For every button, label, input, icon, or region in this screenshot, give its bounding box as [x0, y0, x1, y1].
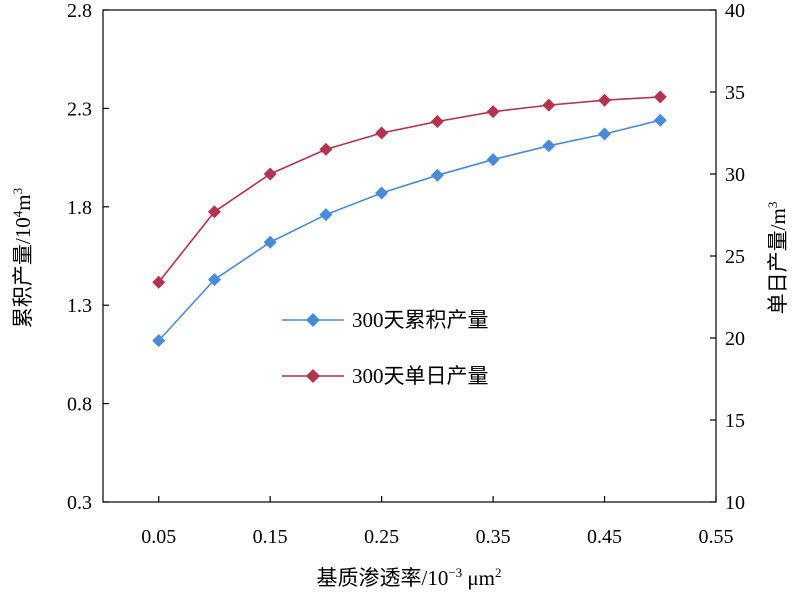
data-point	[263, 235, 277, 249]
legend-item-daily: 300天单日产量	[282, 364, 489, 388]
x-tick-label: 0.05	[141, 526, 176, 548]
x-tick-label: 0.45	[587, 526, 622, 548]
left-y-tick-label: 2.8	[67, 0, 92, 22]
x-tick-label: 0.55	[699, 526, 734, 548]
data-point	[207, 273, 221, 287]
legend-marker-cumulative	[306, 313, 320, 327]
data-point	[319, 208, 333, 222]
left-y-tick-label: 2.3	[67, 98, 92, 120]
data-point	[542, 98, 556, 112]
plot-area-border	[102, 9, 717, 503]
data-point	[430, 115, 444, 129]
right-y-axis-ticks: 10 15 20 25 30 35 40	[710, 0, 745, 514]
legend: 300天累积产量 300天单日产量	[282, 308, 489, 388]
data-point	[542, 139, 556, 153]
series-daily	[152, 90, 667, 289]
x-tick-label: 0.25	[364, 526, 399, 548]
x-axis-ticks: 0.05 0.15 0.25 0.35 0.45 0.55	[141, 496, 734, 548]
data-point	[152, 275, 166, 289]
data-point	[319, 142, 333, 156]
data-point	[486, 105, 500, 119]
data-point	[152, 334, 166, 348]
x-axis-title-text: 基质渗透率/10	[316, 566, 448, 590]
x-axis-title: 基质渗透率/10−3 μm2	[316, 565, 501, 590]
left-y-tick-label: 0.3	[67, 492, 92, 514]
legend-marker-daily	[306, 369, 320, 383]
left-y-axis-title-unit: m	[11, 194, 35, 210]
left-y-tick-label: 0.8	[67, 394, 92, 416]
data-point	[430, 168, 444, 182]
x-tick-label: 0.15	[253, 526, 288, 548]
x-axis-title-unit: μm	[462, 566, 495, 590]
right-y-tick-label: 35	[725, 82, 745, 104]
right-y-axis-title-sup: 3	[765, 202, 780, 209]
left-y-axis-title-text: 累积产量/10	[11, 217, 35, 328]
x-tick-label: 0.35	[476, 526, 511, 548]
left-y-axis-title: 累积产量/104m3	[10, 188, 35, 328]
legend-item-cumulative: 300天累积产量	[282, 308, 489, 332]
left-y-axis-ticks: 0.3 0.8 1.3 1.8 2.3 2.8	[67, 0, 109, 514]
right-y-tick-label: 25	[725, 246, 745, 268]
left-y-tick-label: 1.8	[67, 197, 92, 219]
right-y-tick-label: 30	[725, 164, 745, 186]
data-point	[653, 90, 667, 104]
left-y-tick-label: 1.3	[67, 295, 92, 317]
data-point	[486, 153, 500, 167]
data-point	[598, 93, 612, 107]
series-cumulative	[152, 113, 667, 348]
plot-frame	[102, 9, 717, 503]
right-y-tick-label: 10	[725, 492, 745, 514]
series-layer	[152, 90, 667, 348]
right-y-axis-title: 单日产量/m3	[765, 202, 790, 315]
x-axis-title-unit-sup: 2	[495, 565, 502, 580]
series-line	[158, 96, 661, 283]
data-point	[653, 113, 667, 127]
data-point	[375, 186, 389, 200]
left-y-axis-title-unit-sup: 3	[10, 188, 25, 195]
data-point	[598, 127, 612, 141]
right-y-tick-label: 20	[725, 328, 745, 350]
left-y-axis-title-sup: 4	[10, 210, 25, 217]
data-point	[207, 205, 221, 219]
x-axis-title-sup: −3	[448, 565, 462, 580]
series-line	[158, 119, 661, 342]
legend-label-cumulative: 300天累积产量	[352, 308, 489, 332]
right-y-axis-title-text: 单日产量/m	[766, 208, 790, 314]
data-point	[375, 126, 389, 140]
right-y-tick-label: 40	[725, 0, 745, 22]
legend-label-daily: 300天单日产量	[352, 364, 489, 388]
right-y-tick-label: 15	[725, 410, 745, 432]
data-point	[263, 167, 277, 181]
